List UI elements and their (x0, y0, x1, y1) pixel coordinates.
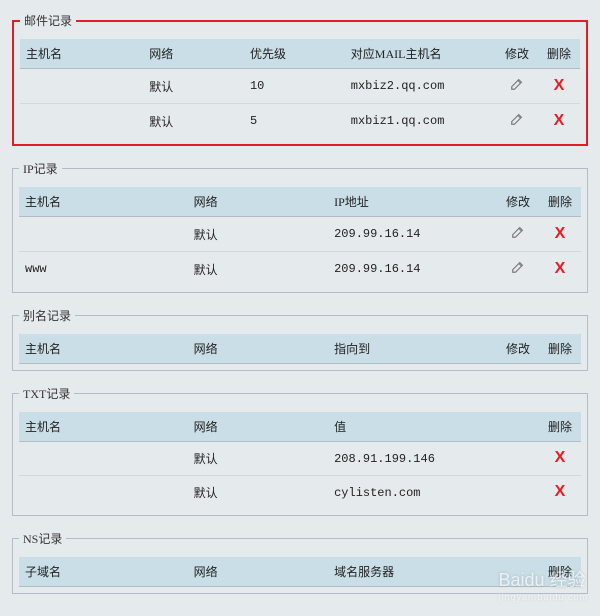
mail-records-table: 主机名 网络 优先级 对应MAIL主机名 修改 删除 默认 10 mxbiz2.… (20, 39, 580, 138)
cell-mailhost: mxbiz2.qq.com (345, 69, 496, 104)
cell-network: 默认 (188, 476, 329, 510)
col-modify: 修改 (496, 39, 538, 69)
cell-network: 默认 (143, 104, 244, 139)
col-network: 网络 (188, 412, 329, 442)
col-delete: 删除 (539, 187, 581, 217)
table-row: 默认 5 mxbiz1.qq.com X (20, 104, 580, 139)
cell-hostname (19, 476, 188, 510)
ns-records-legend: NS记录 (19, 530, 66, 547)
col-mailhost: 对应MAIL主机名 (345, 39, 496, 69)
col-priority: 优先级 (244, 39, 345, 69)
col-target: 指向到 (328, 334, 497, 364)
alias-records-section: 别名记录 主机名 网络 指向到 修改 删除 (12, 307, 588, 371)
alias-records-table: 主机名 网络 指向到 修改 删除 (19, 334, 581, 364)
table-row: 默认 cylisten.com X (19, 476, 581, 510)
ns-records-section: NS记录 子域名 网络 域名服务器 删除 (12, 530, 588, 594)
txt-records-table: 主机名 网络 值 删除 默认 208.91.199.146 X 默认 cylis… (19, 412, 581, 509)
delete-icon[interactable]: X (555, 227, 566, 241)
cell-priority: 10 (244, 69, 345, 104)
col-delete: 删除 (538, 39, 580, 69)
col-modify: 修改 (497, 187, 539, 217)
col-nameserver: 域名服务器 (328, 557, 539, 587)
table-header-row: 主机名 网络 指向到 修改 删除 (19, 334, 581, 364)
cell-network: 默认 (188, 442, 329, 476)
cell-ip: 209.99.16.14 (328, 252, 497, 287)
cell-hostname (19, 217, 188, 252)
cell-hostname (20, 69, 143, 104)
table-row: 默认 209.99.16.14 X (19, 217, 581, 252)
col-hostname: 主机名 (19, 412, 188, 442)
col-hostname: 主机名 (19, 187, 188, 217)
cell-priority: 5 (244, 104, 345, 139)
edit-icon[interactable] (509, 112, 525, 126)
col-network: 网络 (188, 557, 329, 587)
txt-records-section: TXT记录 主机名 网络 值 删除 默认 208.91.199.146 X 默认… (12, 385, 588, 516)
cell-hostname (20, 104, 143, 139)
table-row: 默认 10 mxbiz2.qq.com X (20, 69, 580, 104)
delete-icon[interactable]: X (555, 485, 566, 499)
cell-network: 默认 (188, 252, 329, 287)
ip-records-section: IP记录 主机名 网络 IP地址 修改 删除 默认 209.99.16.14 X… (12, 160, 588, 293)
delete-icon[interactable]: X (555, 262, 566, 276)
table-row: www 默认 209.99.16.14 X (19, 252, 581, 287)
col-hostname: 主机名 (19, 334, 188, 364)
col-subdomain: 子域名 (19, 557, 188, 587)
cell-mailhost: mxbiz1.qq.com (345, 104, 496, 139)
delete-icon[interactable]: X (554, 114, 565, 128)
col-delete: 删除 (539, 412, 581, 442)
table-row: 默认 208.91.199.146 X (19, 442, 581, 476)
ip-records-table: 主机名 网络 IP地址 修改 删除 默认 209.99.16.14 X www … (19, 187, 581, 286)
cell-network: 默认 (143, 69, 244, 104)
col-delete: 删除 (539, 334, 581, 364)
delete-icon[interactable]: X (555, 451, 566, 465)
alias-records-legend: 别名记录 (19, 307, 75, 324)
cell-value: cylisten.com (328, 476, 539, 510)
table-header-row: 主机名 网络 值 删除 (19, 412, 581, 442)
table-header-row: 子域名 网络 域名服务器 删除 (19, 557, 581, 587)
col-network: 网络 (188, 187, 329, 217)
txt-records-legend: TXT记录 (19, 385, 74, 402)
cell-network: 默认 (188, 217, 329, 252)
col-modify: 修改 (497, 334, 539, 364)
cell-hostname (19, 442, 188, 476)
col-network: 网络 (143, 39, 244, 69)
col-delete: 删除 (539, 557, 581, 587)
ip-records-legend: IP记录 (19, 160, 62, 177)
cell-value: 208.91.199.146 (328, 442, 539, 476)
cell-hostname: www (19, 252, 188, 287)
delete-icon[interactable]: X (554, 79, 565, 93)
edit-icon[interactable] (509, 77, 525, 91)
ns-records-table: 子域名 网络 域名服务器 删除 (19, 557, 581, 587)
cell-ip: 209.99.16.14 (328, 217, 497, 252)
table-header-row: 主机名 网络 IP地址 修改 删除 (19, 187, 581, 217)
col-value: 值 (328, 412, 539, 442)
edit-icon[interactable] (510, 225, 526, 239)
edit-icon[interactable] (510, 260, 526, 274)
col-ipaddr: IP地址 (328, 187, 497, 217)
col-network: 网络 (188, 334, 329, 364)
table-header-row: 主机名 网络 优先级 对应MAIL主机名 修改 删除 (20, 39, 580, 69)
mail-records-legend: 邮件记录 (20, 12, 76, 29)
col-hostname: 主机名 (20, 39, 143, 69)
mail-records-section: 邮件记录 主机名 网络 优先级 对应MAIL主机名 修改 删除 默认 10 mx… (12, 12, 588, 146)
